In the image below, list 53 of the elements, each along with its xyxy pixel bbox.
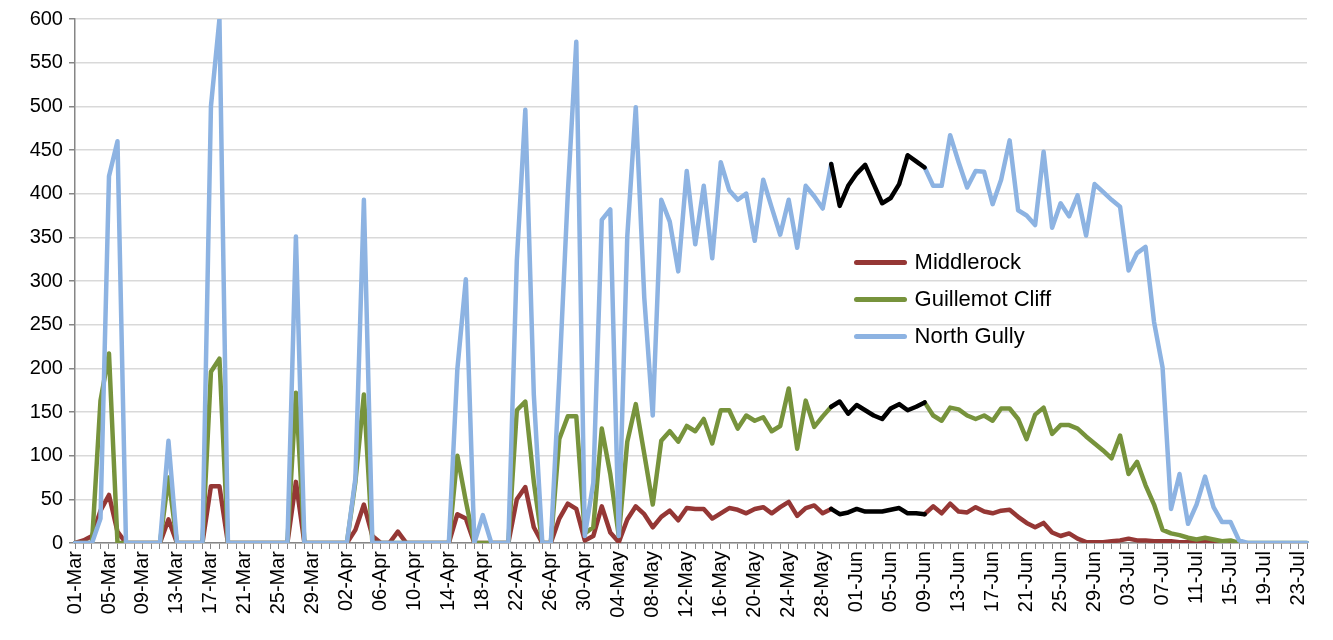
x-tick-label: 02-Apr (334, 550, 357, 612)
y-tick-label: 400 (29, 181, 63, 204)
x-tick-label: 05-Jun (878, 551, 901, 613)
legend-label: Guillemot Cliff (914, 286, 1052, 312)
y-tick-label: 50 (40, 486, 63, 509)
legend-label: North Gully (914, 323, 1025, 349)
x-tick-label: 17-Mar (198, 550, 221, 615)
x-tick-label: 11-Jul (1184, 551, 1207, 604)
x-tick-label: 13-Jun (946, 551, 969, 613)
x-tick-label: 25-Mar (266, 550, 289, 615)
x-tick-label: 04-May (606, 551, 629, 618)
x-tick-label: 22-Apr (504, 550, 527, 612)
x-tick-label: 01-Mar (62, 550, 85, 615)
y-tick-label: 600 (29, 6, 63, 29)
x-tick-label: 17-Jun (980, 551, 1003, 613)
y-tick-label: 0 (51, 530, 63, 553)
x-tick-label: 19-Jul (1252, 551, 1275, 606)
x-tick-label: 06-Apr (368, 550, 391, 612)
x-tick-label: 15-Jul (1218, 551, 1241, 606)
y-tick-label: 300 (29, 268, 63, 291)
x-tick-label: 03-Jul (1116, 551, 1139, 606)
y-tick-label: 100 (29, 443, 63, 466)
x-tick-label: 21-Mar (232, 550, 255, 615)
x-tick-label: 16-May (708, 551, 731, 618)
y-tick-label: 500 (29, 93, 63, 116)
x-tick-label: 12-May (674, 551, 697, 618)
y-tick-label: 350 (29, 224, 63, 247)
y-tick-label: 250 (29, 312, 63, 335)
x-tick-label: 07-Jul (1150, 551, 1173, 606)
x-tick-label: 14-Apr (436, 550, 459, 612)
x-tick-label: 05-Mar (96, 550, 119, 615)
x-tick-label: 29-Mar (300, 550, 323, 615)
x-tick-label: 25-Jun (1048, 551, 1071, 613)
x-tick-label: 09-Jun (912, 551, 935, 613)
x-tick-label: 10-Apr (402, 550, 425, 612)
x-tick-label: 13-Mar (164, 550, 187, 615)
x-tick-label: 24-May (776, 551, 799, 618)
x-tick-label: 29-Jun (1082, 551, 1105, 613)
x-tick-label: 21-Jun (1014, 551, 1037, 613)
legend-label: Middlerock (914, 249, 1021, 275)
x-tick-label: 28-May (810, 551, 833, 618)
x-tick-label: 18-Apr (470, 550, 493, 612)
y-tick-label: 550 (29, 50, 63, 73)
y-tick-label: 150 (29, 399, 63, 422)
x-tick-label: 30-Apr (572, 550, 595, 612)
x-tick-label: 08-May (640, 551, 663, 618)
y-tick-label: 200 (29, 355, 63, 378)
x-tick-label: 23-Jul (1286, 551, 1309, 606)
x-tick-label: 01-Jun (844, 551, 867, 613)
x-tick-label: 26-Apr (538, 550, 561, 612)
x-tick-label: 20-May (742, 551, 765, 618)
x-tick-label: 09-Mar (130, 550, 153, 615)
y-tick-label: 450 (29, 137, 63, 160)
